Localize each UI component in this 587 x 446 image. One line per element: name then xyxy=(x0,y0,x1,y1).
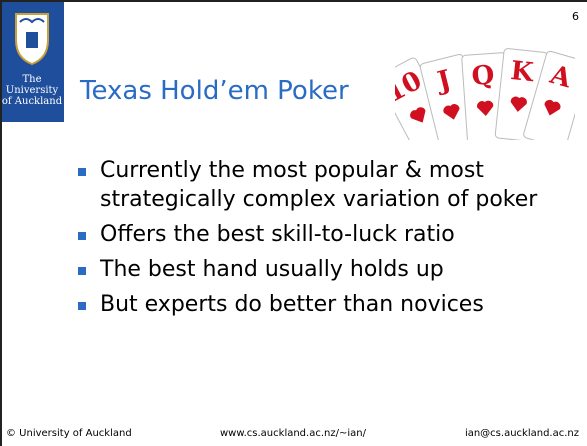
card-rank: Q xyxy=(471,60,496,92)
slide-title: Texas Hold’em Poker xyxy=(80,76,349,106)
logo-line: The xyxy=(0,74,64,85)
slide-number: 6 xyxy=(572,10,579,23)
border xyxy=(0,0,587,2)
footer-center: www.cs.auckland.ac.nz/~ian/ xyxy=(220,428,366,439)
card-rank: K xyxy=(509,56,536,88)
slide: The University of Auckland 10JQKA Texas … xyxy=(0,0,587,446)
border xyxy=(0,0,2,446)
footer-left: © University of Auckland xyxy=(6,428,132,439)
footer-right: ian@cs.auckland.ac.nz xyxy=(465,428,579,439)
bullet: But experts do better than novices xyxy=(76,290,586,319)
bullet: Currently the most popular & most strate… xyxy=(76,156,586,214)
logo-line: of Auckland xyxy=(0,96,64,107)
logo-text: The University of Auckland xyxy=(0,74,64,107)
logo-line: University xyxy=(0,85,64,96)
logo-crest xyxy=(12,10,52,68)
bullet: Offers the best skill-to-luck ratio xyxy=(76,220,586,249)
bullet-list: Currently the most popular & most strate… xyxy=(76,156,586,325)
bullet: The best hand usually holds up xyxy=(76,255,586,284)
